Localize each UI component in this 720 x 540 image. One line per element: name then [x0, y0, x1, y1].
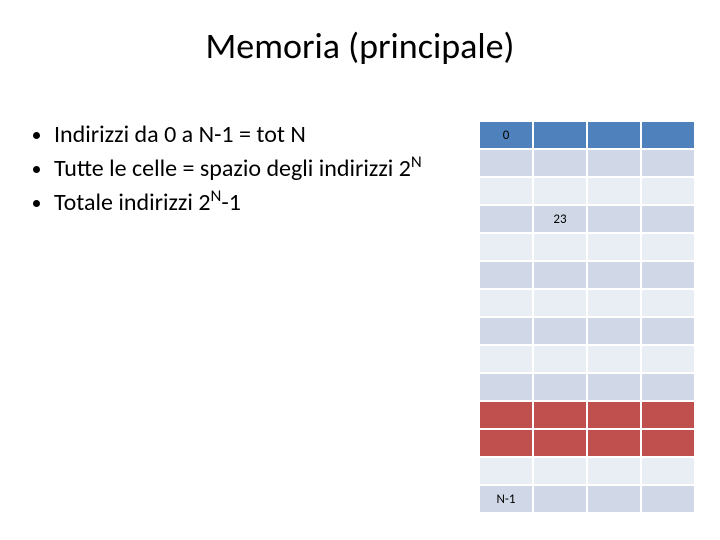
bullet-item: Indirizzi da 0 a N-1 = tot N	[54, 120, 450, 150]
bullet-item: Tutte le celle = spazio degli indirizzi …	[54, 154, 450, 184]
memory-cell	[479, 149, 533, 177]
memory-cell	[587, 401, 641, 429]
memory-cell	[533, 373, 587, 401]
memory-cell	[641, 457, 695, 485]
memory-cell	[641, 401, 695, 429]
memory-cell	[533, 345, 587, 373]
table-row	[479, 177, 695, 205]
memory-cell	[641, 429, 695, 457]
memory-cell	[479, 401, 533, 429]
memory-cell	[479, 373, 533, 401]
memory-cell	[641, 177, 695, 205]
memory-cell	[587, 289, 641, 317]
memory-cell	[587, 429, 641, 457]
memory-cell	[587, 345, 641, 373]
bullet-ul: Indirizzi da 0 a N-1 = tot N Tutte le cel…	[30, 120, 450, 218]
memory-cell	[587, 205, 641, 233]
memory-cell	[479, 457, 533, 485]
memory-cell	[533, 149, 587, 177]
table-row: 0	[479, 121, 695, 149]
memory-cell	[533, 317, 587, 345]
memory-cell	[641, 345, 695, 373]
memory-cell: N-1	[479, 485, 533, 513]
memory-cell	[641, 233, 695, 261]
slide-title-text: Memoria (principale)	[206, 24, 515, 68]
memory-cell	[641, 485, 695, 513]
memory-cell	[479, 289, 533, 317]
memory-cell	[479, 429, 533, 457]
memory-cell	[641, 373, 695, 401]
memory-cell	[641, 261, 695, 289]
slide: Memoria (principale) Indirizzi da 0 a N-…	[0, 0, 720, 540]
table-row	[479, 345, 695, 373]
table-row	[479, 261, 695, 289]
memory-cell	[479, 345, 533, 373]
memory-cell	[641, 121, 695, 149]
memory-cell	[587, 177, 641, 205]
memory-cell	[533, 289, 587, 317]
table-row	[479, 373, 695, 401]
table-row	[479, 289, 695, 317]
memory-cell	[587, 457, 641, 485]
memory-cell	[587, 121, 641, 149]
table-row	[479, 149, 695, 177]
bullet-item: Totale indirizzi 2N-1	[54, 188, 450, 218]
memory-cell	[533, 401, 587, 429]
memory-cell	[587, 317, 641, 345]
memory-cell	[587, 149, 641, 177]
slide-title: Memoria (principale)	[0, 24, 720, 68]
memory-cell	[479, 261, 533, 289]
table-row	[479, 233, 695, 261]
memory-cell	[533, 485, 587, 513]
memory-cell	[533, 233, 587, 261]
table-row	[479, 317, 695, 345]
table-row	[479, 457, 695, 485]
memory-cell	[641, 149, 695, 177]
memory-cell	[533, 261, 587, 289]
memory-cell: 0	[479, 121, 533, 149]
table-row	[479, 429, 695, 457]
bullet-list: Indirizzi da 0 a N-1 = tot N Tutte le cel…	[30, 120, 450, 222]
memory-cell	[641, 317, 695, 345]
memory-cell	[533, 121, 587, 149]
memory-table: 0 23 N-1	[478, 120, 696, 514]
memory-cell	[587, 233, 641, 261]
memory-cell	[479, 205, 533, 233]
memory-cell	[533, 429, 587, 457]
memory-cell	[587, 485, 641, 513]
memory-cell	[533, 177, 587, 205]
table-row: 23	[479, 205, 695, 233]
table-row: N-1	[479, 485, 695, 513]
memory-cell	[641, 289, 695, 317]
memory-cell	[587, 373, 641, 401]
memory-cell	[533, 457, 587, 485]
table-row	[479, 401, 695, 429]
memory-cell	[479, 177, 533, 205]
memory-cell	[479, 233, 533, 261]
memory-cell: 23	[533, 205, 587, 233]
memory-cell	[641, 205, 695, 233]
memory-cell	[479, 317, 533, 345]
memory-cell	[587, 261, 641, 289]
